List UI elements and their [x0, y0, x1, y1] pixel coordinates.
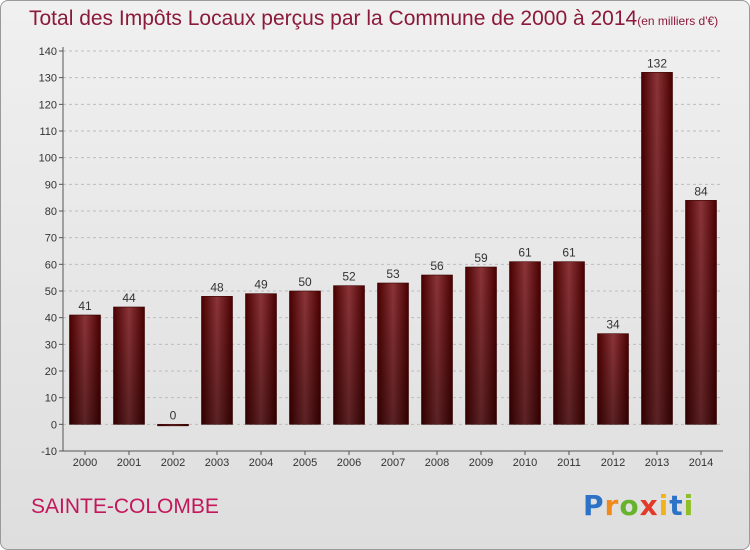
x-tick-label: 2005: [293, 457, 317, 469]
y-tick-label: 0: [51, 419, 57, 431]
value-label: 61: [518, 246, 532, 260]
bar-shade-2009: [465, 267, 497, 425]
y-tick-label: 20: [45, 366, 57, 378]
x-tick-label: 2013: [645, 457, 669, 469]
bar-shade-2008: [421, 275, 453, 425]
bar-shade-2004: [245, 293, 277, 425]
x-tick-label: 2011: [557, 457, 581, 469]
value-label: 59: [474, 251, 488, 265]
label-layer: 41 44 0 48 49 50 52 53 56 59 61 61 34 132 84: [78, 56, 708, 422]
chart-title: Total des Impôts Locaux perçus par la Co…: [29, 7, 718, 31]
bar-shade-2010: [509, 261, 541, 425]
y-tick-label: 110: [39, 126, 57, 138]
y-tick-label: 70: [45, 233, 57, 245]
value-label: 50: [298, 275, 312, 289]
y-tick-label: 80: [45, 206, 57, 218]
logo-letter: t: [669, 489, 684, 522]
value-label: 44: [122, 291, 136, 305]
y-tick-label: 40: [45, 313, 57, 325]
bar-shade-2003: [201, 296, 233, 425]
bar-shade-2002: [157, 424, 189, 426]
chart-unit: (en milliers d'€): [637, 14, 719, 28]
bar-shade-2011: [553, 261, 585, 425]
value-label: 49: [254, 278, 268, 292]
value-label: 84: [694, 184, 708, 198]
bar-layer: [69, 72, 717, 427]
value-label: 132: [647, 56, 667, 70]
bar-shade-2007: [377, 283, 409, 425]
bar-shade-2014: [685, 200, 717, 425]
y-tick-label: 10: [45, 393, 57, 405]
y-tick-label: 140: [39, 46, 57, 58]
axis-layer: -10 0 10 20 30 40 50 60 70 80 90 100 110 120 130 140 200…: [39, 46, 723, 469]
y-tick-label: -10: [41, 446, 57, 458]
logo-letter: i: [683, 489, 695, 522]
chart-title-text: Total des Impôts Locaux perçus par la Co…: [29, 7, 638, 30]
logo-letter: i: [658, 489, 670, 522]
x-tick-label: 2009: [469, 457, 493, 469]
bar-shade-2001: [113, 307, 145, 425]
bar-shade-2012: [597, 333, 629, 425]
y-tick-label: 60: [45, 259, 57, 271]
x-tick-label: 2014: [689, 457, 713, 469]
logo-letter: P: [583, 489, 605, 522]
x-tick-label: 2001: [117, 457, 141, 469]
x-tick-label: 2008: [425, 457, 449, 469]
proxiti-logo: Proxiti: [583, 489, 694, 522]
value-label: 52: [342, 270, 356, 284]
logo-letter: r: [604, 489, 620, 522]
value-label: 34: [606, 318, 620, 332]
x-tick-label: 2010: [513, 457, 537, 469]
x-tick-label: 2003: [205, 457, 229, 469]
x-tick-label: 2004: [249, 457, 273, 469]
x-tick-label: 2006: [337, 457, 361, 469]
y-tick-label: 130: [39, 73, 57, 85]
logo-letter: o: [619, 489, 640, 522]
y-tick-label: 90: [45, 179, 57, 191]
bar-shade-2000: [69, 315, 101, 425]
value-label: 56: [430, 259, 444, 273]
value-label: 53: [386, 267, 400, 281]
x-tick-label: 2002: [161, 457, 185, 469]
x-tick-label: 2007: [381, 457, 405, 469]
value-label: 0: [170, 408, 177, 422]
bar-shade-2006: [333, 285, 365, 425]
x-tick-label: 2012: [601, 457, 625, 469]
bar-shade-2013: [641, 72, 673, 425]
y-tick-label: 120: [39, 99, 57, 111]
x-tick-label: 2000: [73, 457, 97, 469]
value-label: 41: [78, 299, 92, 313]
y-tick-label: 30: [45, 339, 57, 351]
y-tick-label: 100: [39, 153, 57, 165]
value-label: 48: [210, 280, 224, 294]
bar-shade-2005: [289, 291, 321, 425]
value-label: 61: [562, 246, 576, 260]
commune-name: SAINTE-COLOMBE: [31, 495, 219, 518]
logo-letter: x: [639, 489, 659, 522]
y-tick-label: 50: [45, 286, 57, 298]
